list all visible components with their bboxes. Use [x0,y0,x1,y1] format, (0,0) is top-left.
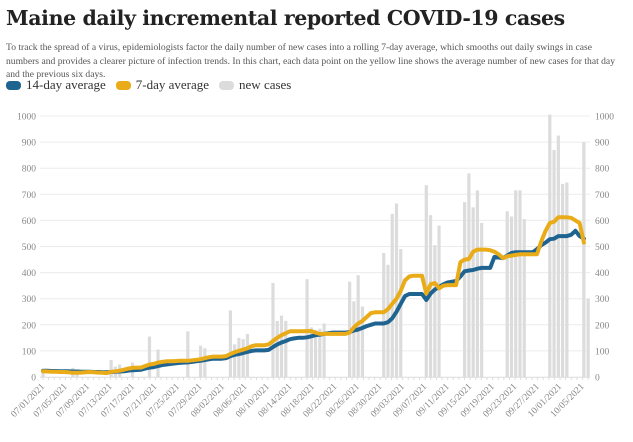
new-cases-bar [509,216,514,377]
chart-area: 0 100 200 300 400 500 600 700 800 900 1000 0 100 200… [9,113,614,420]
y-tick-label-right: 100 [595,347,610,357]
new-cases-bar [463,202,467,377]
legend-swatch-new-cases [219,80,235,90]
gridlines [40,115,590,378]
new-cases-bar [552,149,556,377]
new-cases-bar [109,360,113,377]
legend-swatch-7-day [115,80,131,90]
new-cases-bar [548,114,552,377]
legend-label-7-day: 7-day average [135,77,210,92]
legend-label-14-day: 14-day average [26,77,106,92]
y-axis-right: 0 100 200 300 400 500 600 700 800 900 1000 [595,113,614,384]
new-cases-bar [241,339,245,377]
y-tick-label-right: 700 [595,191,610,201]
new-cases-bar [424,185,428,377]
new-cases-bar [284,320,288,377]
new-cases-bar [518,190,522,377]
new-cases-bar [582,142,586,377]
y-tick-label-right: 600 [595,217,610,227]
y-tick-label-left: 500 [22,243,37,253]
new-cases-bar [471,207,475,377]
average-lines [41,215,586,376]
new-cases-bar [228,310,232,377]
y-tick-label-right: 900 [595,139,610,149]
new-cases-bar [233,344,237,377]
y-tick-label-right: 800 [595,165,610,175]
y-tick-label-right: 300 [595,295,610,305]
new-cases-bar [514,190,518,377]
y-tick-label-left: 0 [31,374,36,384]
new-cases-bar [245,333,250,377]
new-cases-bar [271,283,275,377]
chart-title: Maine daily incremental reported COVID-1… [6,6,565,30]
new-cases-bar [390,213,394,377]
y-tick-label-right: 1000 [595,113,614,123]
line-7-day-average [41,215,586,376]
new-cases-bar [318,328,322,377]
new-cases-bar [394,203,399,377]
new-cases-bar [480,223,484,377]
legend: 14-day average 7-day average new cases [6,77,301,93]
new-cases-bar [348,281,352,377]
new-cases-bar [467,173,471,377]
new-cases-bar [309,327,313,377]
y-tick-label-left: 200 [22,321,37,331]
new-cases-bar [437,225,441,377]
y-tick-label-right: 200 [595,321,610,331]
new-cases-bar [522,219,526,377]
legend-item-new-cases[interactable]: new cases [219,77,291,93]
y-tick-label-right: 0 [595,374,600,384]
new-cases-bar [305,279,309,377]
new-cases-bar [565,182,569,377]
legend-swatch-14-day [6,80,21,90]
y-axis-left: 0 100 200 300 400 500 600 700 800 900 1000 [17,113,36,384]
y-tick-label-left: 100 [22,347,37,357]
new-cases-bar [433,245,437,377]
new-cases-bar [313,330,318,377]
new-cases-bar [556,135,560,377]
y-tick-label-left: 600 [22,217,37,227]
new-cases-bar [322,323,326,377]
new-cases-bar [147,336,152,377]
new-cases-bar [560,183,565,377]
y-tick-label-right: 400 [595,269,610,279]
new-cases-bar [275,320,279,377]
y-tick-label-left: 400 [22,269,37,279]
legend-label-new-cases: new cases [239,77,292,92]
x-axis: 07/01/202107/05/202107/09/202107/13/2021… [9,377,590,420]
y-tick-label-left: 800 [22,165,37,175]
y-tick-label-left: 900 [22,139,37,149]
chart-description: To track the spread of a virus, epidemio… [6,42,615,81]
y-tick-label-left: 700 [22,191,37,201]
y-tick-label-left: 1000 [17,113,36,123]
new-cases-bars [41,114,590,377]
new-cases-bar [360,306,365,377]
line-14-day-average [41,228,586,375]
new-cases-bar [186,331,190,377]
new-cases-bar [237,337,241,377]
new-cases-bar [382,253,386,377]
new-cases-bar [586,298,590,377]
new-cases-bar [352,301,356,377]
y-tick-label-right: 500 [595,243,610,253]
new-cases-bar [203,348,207,377]
new-cases-bar [279,315,284,377]
new-cases-bar [41,369,45,377]
new-cases-bar [475,190,480,377]
y-tick-label-left: 300 [22,295,37,305]
legend-item-14-day[interactable]: 14-day average [6,77,106,93]
new-cases-bar [505,211,509,377]
legend-item-7-day[interactable]: 7-day average [115,77,210,93]
new-cases-bar [399,249,403,377]
